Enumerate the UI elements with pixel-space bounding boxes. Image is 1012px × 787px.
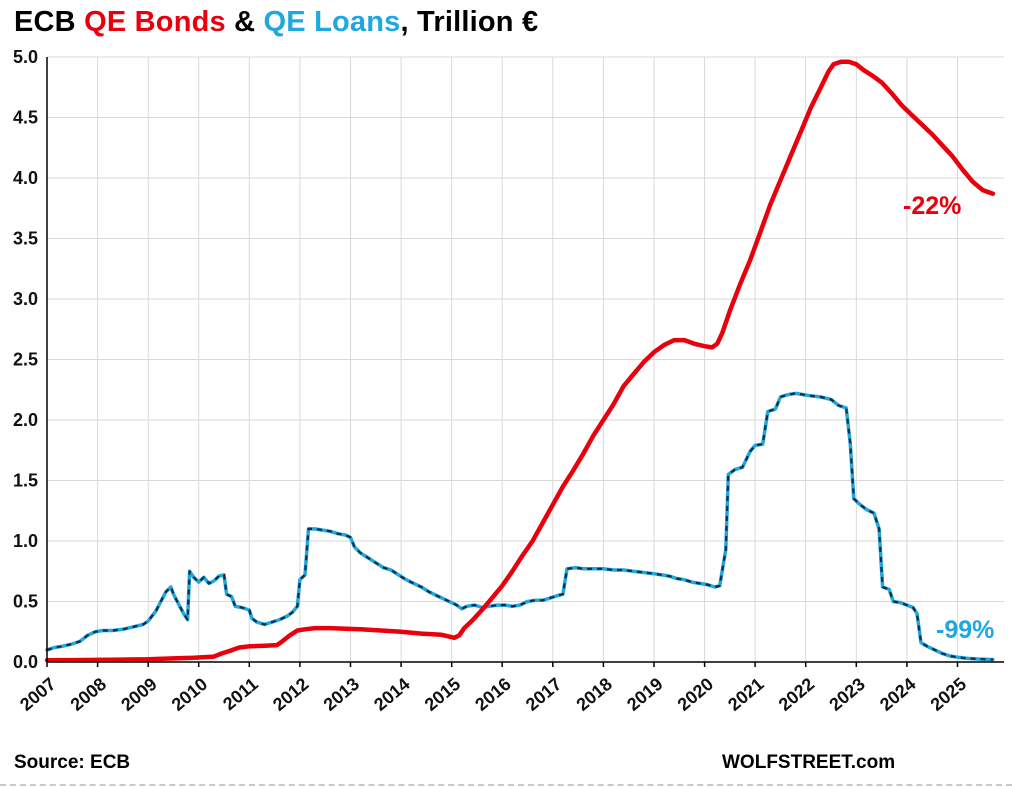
source-label: Source: ECB [14, 752, 131, 773]
title-ampersand: & [225, 6, 264, 38]
svg-text:2013: 2013 [320, 674, 364, 715]
x-axis-labels: 2007 2008 2009 2010 2011 2012 2013 2014 2015 2016… [16, 662, 970, 715]
svg-text:3.5: 3.5 [13, 229, 38, 249]
title-loans-label: QE Loans [263, 6, 401, 38]
annotation-bonds-change: -22% [903, 192, 962, 220]
svg-text:5.0: 5.0 [13, 47, 38, 67]
svg-text:0.0: 0.0 [13, 652, 38, 672]
svg-text:2007: 2007 [16, 674, 60, 715]
series-qe-bonds [44, 59, 996, 663]
svg-text:2016: 2016 [471, 674, 515, 715]
annotation-loans-change: -99% [936, 616, 995, 644]
svg-text:2018: 2018 [572, 674, 616, 715]
svg-text:2011: 2011 [219, 674, 262, 714]
svg-text:2021: 2021 [724, 674, 768, 715]
svg-text:2014: 2014 [370, 674, 414, 715]
svg-text:2023: 2023 [825, 674, 869, 715]
brand-label: WOLFSTREET.com [722, 752, 896, 773]
svg-text:2015: 2015 [421, 674, 465, 715]
svg-text:4.0: 4.0 [13, 168, 38, 188]
svg-text:1.0: 1.0 [13, 531, 38, 551]
svg-text:2022: 2022 [775, 674, 819, 715]
svg-text:2.5: 2.5 [13, 350, 38, 370]
svg-text:2008: 2008 [67, 674, 111, 715]
svg-text:2010: 2010 [168, 674, 212, 715]
chart-title: ECB QE Bonds & QE Loans, Trillion € [14, 6, 538, 39]
svg-text:0.5: 0.5 [13, 592, 38, 612]
svg-text:2012: 2012 [269, 674, 313, 715]
svg-text:2024: 2024 [876, 674, 920, 715]
svg-text:1.5: 1.5 [13, 471, 38, 491]
bottom-dashed-divider [0, 784, 1012, 786]
svg-text:2025: 2025 [927, 674, 971, 715]
svg-text:2009: 2009 [117, 674, 161, 715]
svg-text:3.0: 3.0 [13, 289, 38, 309]
axis-spines [46, 57, 1004, 663]
svg-text:4.5: 4.5 [13, 108, 38, 128]
title-prefix: ECB [14, 6, 85, 38]
title-suffix: , Trillion € [400, 6, 539, 38]
svg-text:2020: 2020 [674, 674, 718, 715]
svg-text:2019: 2019 [623, 674, 667, 715]
svg-text:2.0: 2.0 [13, 410, 38, 430]
svg-text:2017: 2017 [522, 674, 566, 715]
y-axis-labels: 0.0 0.5 1.0 1.5 2.0 2.5 3.0 3.5 4.0 4.5 5.0 [13, 47, 38, 672]
series-qe-loans [45, 391, 995, 662]
title-bonds-label: QE Bonds [84, 6, 226, 38]
